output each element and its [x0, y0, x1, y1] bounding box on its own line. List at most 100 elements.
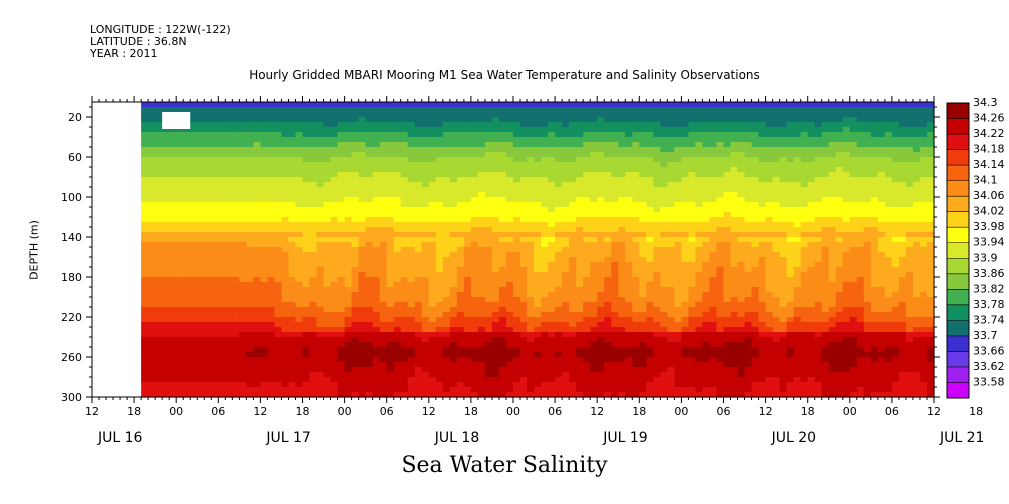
heatmap-cell [569, 172, 577, 178]
heatmap-cell [204, 377, 212, 383]
heatmap-cell [162, 247, 170, 253]
heatmap-cell [695, 192, 704, 198]
heatmap-cell [611, 137, 619, 143]
heatmap-cell [393, 107, 402, 113]
heatmap-cell [562, 102, 570, 108]
heatmap-cell [632, 202, 640, 208]
heatmap-cell [260, 332, 269, 338]
heatmap-cell [702, 217, 711, 223]
heatmap-cell [456, 182, 465, 188]
heatmap-cell [695, 312, 704, 318]
heatmap-cell [491, 222, 500, 228]
heatmap-cell [484, 217, 493, 223]
heatmap-cell [625, 212, 633, 218]
heatmap-cell [141, 287, 149, 293]
heatmap-cell [330, 132, 339, 138]
heatmap-cell [316, 332, 325, 338]
heatmap-cell [520, 392, 528, 398]
heatmap-cell [569, 157, 577, 163]
heatmap-cell [562, 162, 570, 168]
heatmap-cell [730, 157, 739, 163]
heatmap-cell [716, 352, 725, 358]
heatmap-cell [674, 277, 682, 283]
heatmap-cell [695, 142, 704, 148]
heatmap-cell [365, 117, 374, 123]
heatmap-cell [681, 292, 690, 298]
heatmap-cell [695, 332, 704, 338]
heatmap-cell [456, 392, 465, 398]
heatmap-cell [155, 357, 163, 363]
heatmap-cell [498, 212, 507, 218]
heatmap-cell [470, 262, 479, 268]
heatmap-cell [176, 327, 184, 333]
heatmap-cell [702, 292, 711, 298]
heatmap-cell [555, 247, 563, 253]
heatmap-cell [323, 107, 332, 113]
heatmap-cell [435, 297, 444, 303]
heatmap-cell [337, 252, 346, 258]
heatmap-cell [555, 342, 563, 348]
heatmap-cell [379, 337, 388, 343]
heatmap-cell [225, 257, 233, 263]
heatmap-cell [211, 312, 219, 318]
heatmap-cell [576, 322, 584, 328]
heatmap-cell [190, 147, 198, 153]
heatmap-cell [204, 322, 212, 328]
heatmap-cell [316, 147, 325, 153]
heatmap-cell [597, 307, 605, 313]
heatmap-cell [730, 257, 739, 263]
heatmap-cell [232, 217, 240, 223]
heatmap-cell [674, 242, 682, 248]
heatmap-cell [477, 252, 486, 258]
heatmap-cell [225, 267, 233, 273]
heatmap-cell [316, 182, 325, 188]
heatmap-cell [604, 312, 612, 318]
heatmap-cell [611, 377, 619, 383]
heatmap-cell [239, 387, 247, 393]
heatmap-cell [590, 262, 598, 268]
heatmap-cell [239, 287, 247, 293]
heatmap-cell [449, 222, 458, 228]
heatmap-cell [428, 297, 437, 303]
heatmap-cell [190, 332, 198, 338]
heatmap-cell [232, 232, 240, 238]
heatmap-cell [527, 122, 535, 128]
heatmap-cell [597, 382, 605, 388]
heatmap-cell [463, 232, 472, 238]
heatmap-cell [681, 327, 690, 333]
heatmap-cell [477, 142, 486, 148]
heatmap-cell [162, 132, 170, 138]
heatmap-cell [646, 192, 654, 198]
heatmap-cell [491, 212, 500, 218]
heatmap-cell [358, 192, 367, 198]
heatmap-cell [534, 302, 542, 308]
heatmap-cell [470, 247, 479, 253]
heatmap-cell [246, 262, 254, 268]
heatmap-cell [569, 372, 577, 378]
heatmap-cell [428, 292, 437, 298]
heatmap-cell [295, 262, 304, 268]
heatmap-cell [562, 247, 570, 253]
heatmap-cell [716, 207, 725, 213]
heatmap-cell [407, 357, 416, 363]
heatmap-cell [688, 392, 697, 398]
heatmap-cell [393, 232, 402, 238]
heatmap-cell [730, 242, 739, 248]
heatmap-cell [618, 242, 626, 248]
heatmap-cell [211, 387, 219, 393]
heatmap-cell [555, 212, 563, 218]
heatmap-cell [435, 257, 444, 263]
heatmap-cell [674, 292, 682, 298]
heatmap-cell [190, 152, 198, 158]
heatmap-cell [709, 377, 718, 383]
heatmap-cell [505, 292, 514, 298]
heatmap-cell [428, 357, 437, 363]
heatmap-cell [456, 122, 465, 128]
heatmap-cell [239, 232, 247, 238]
heatmap-cell [576, 212, 584, 218]
heatmap-cell [337, 122, 346, 128]
heatmap-cell [611, 107, 619, 113]
heatmap-cell [414, 132, 423, 138]
heatmap-cell [505, 247, 514, 253]
heatmap-cell [337, 232, 346, 238]
